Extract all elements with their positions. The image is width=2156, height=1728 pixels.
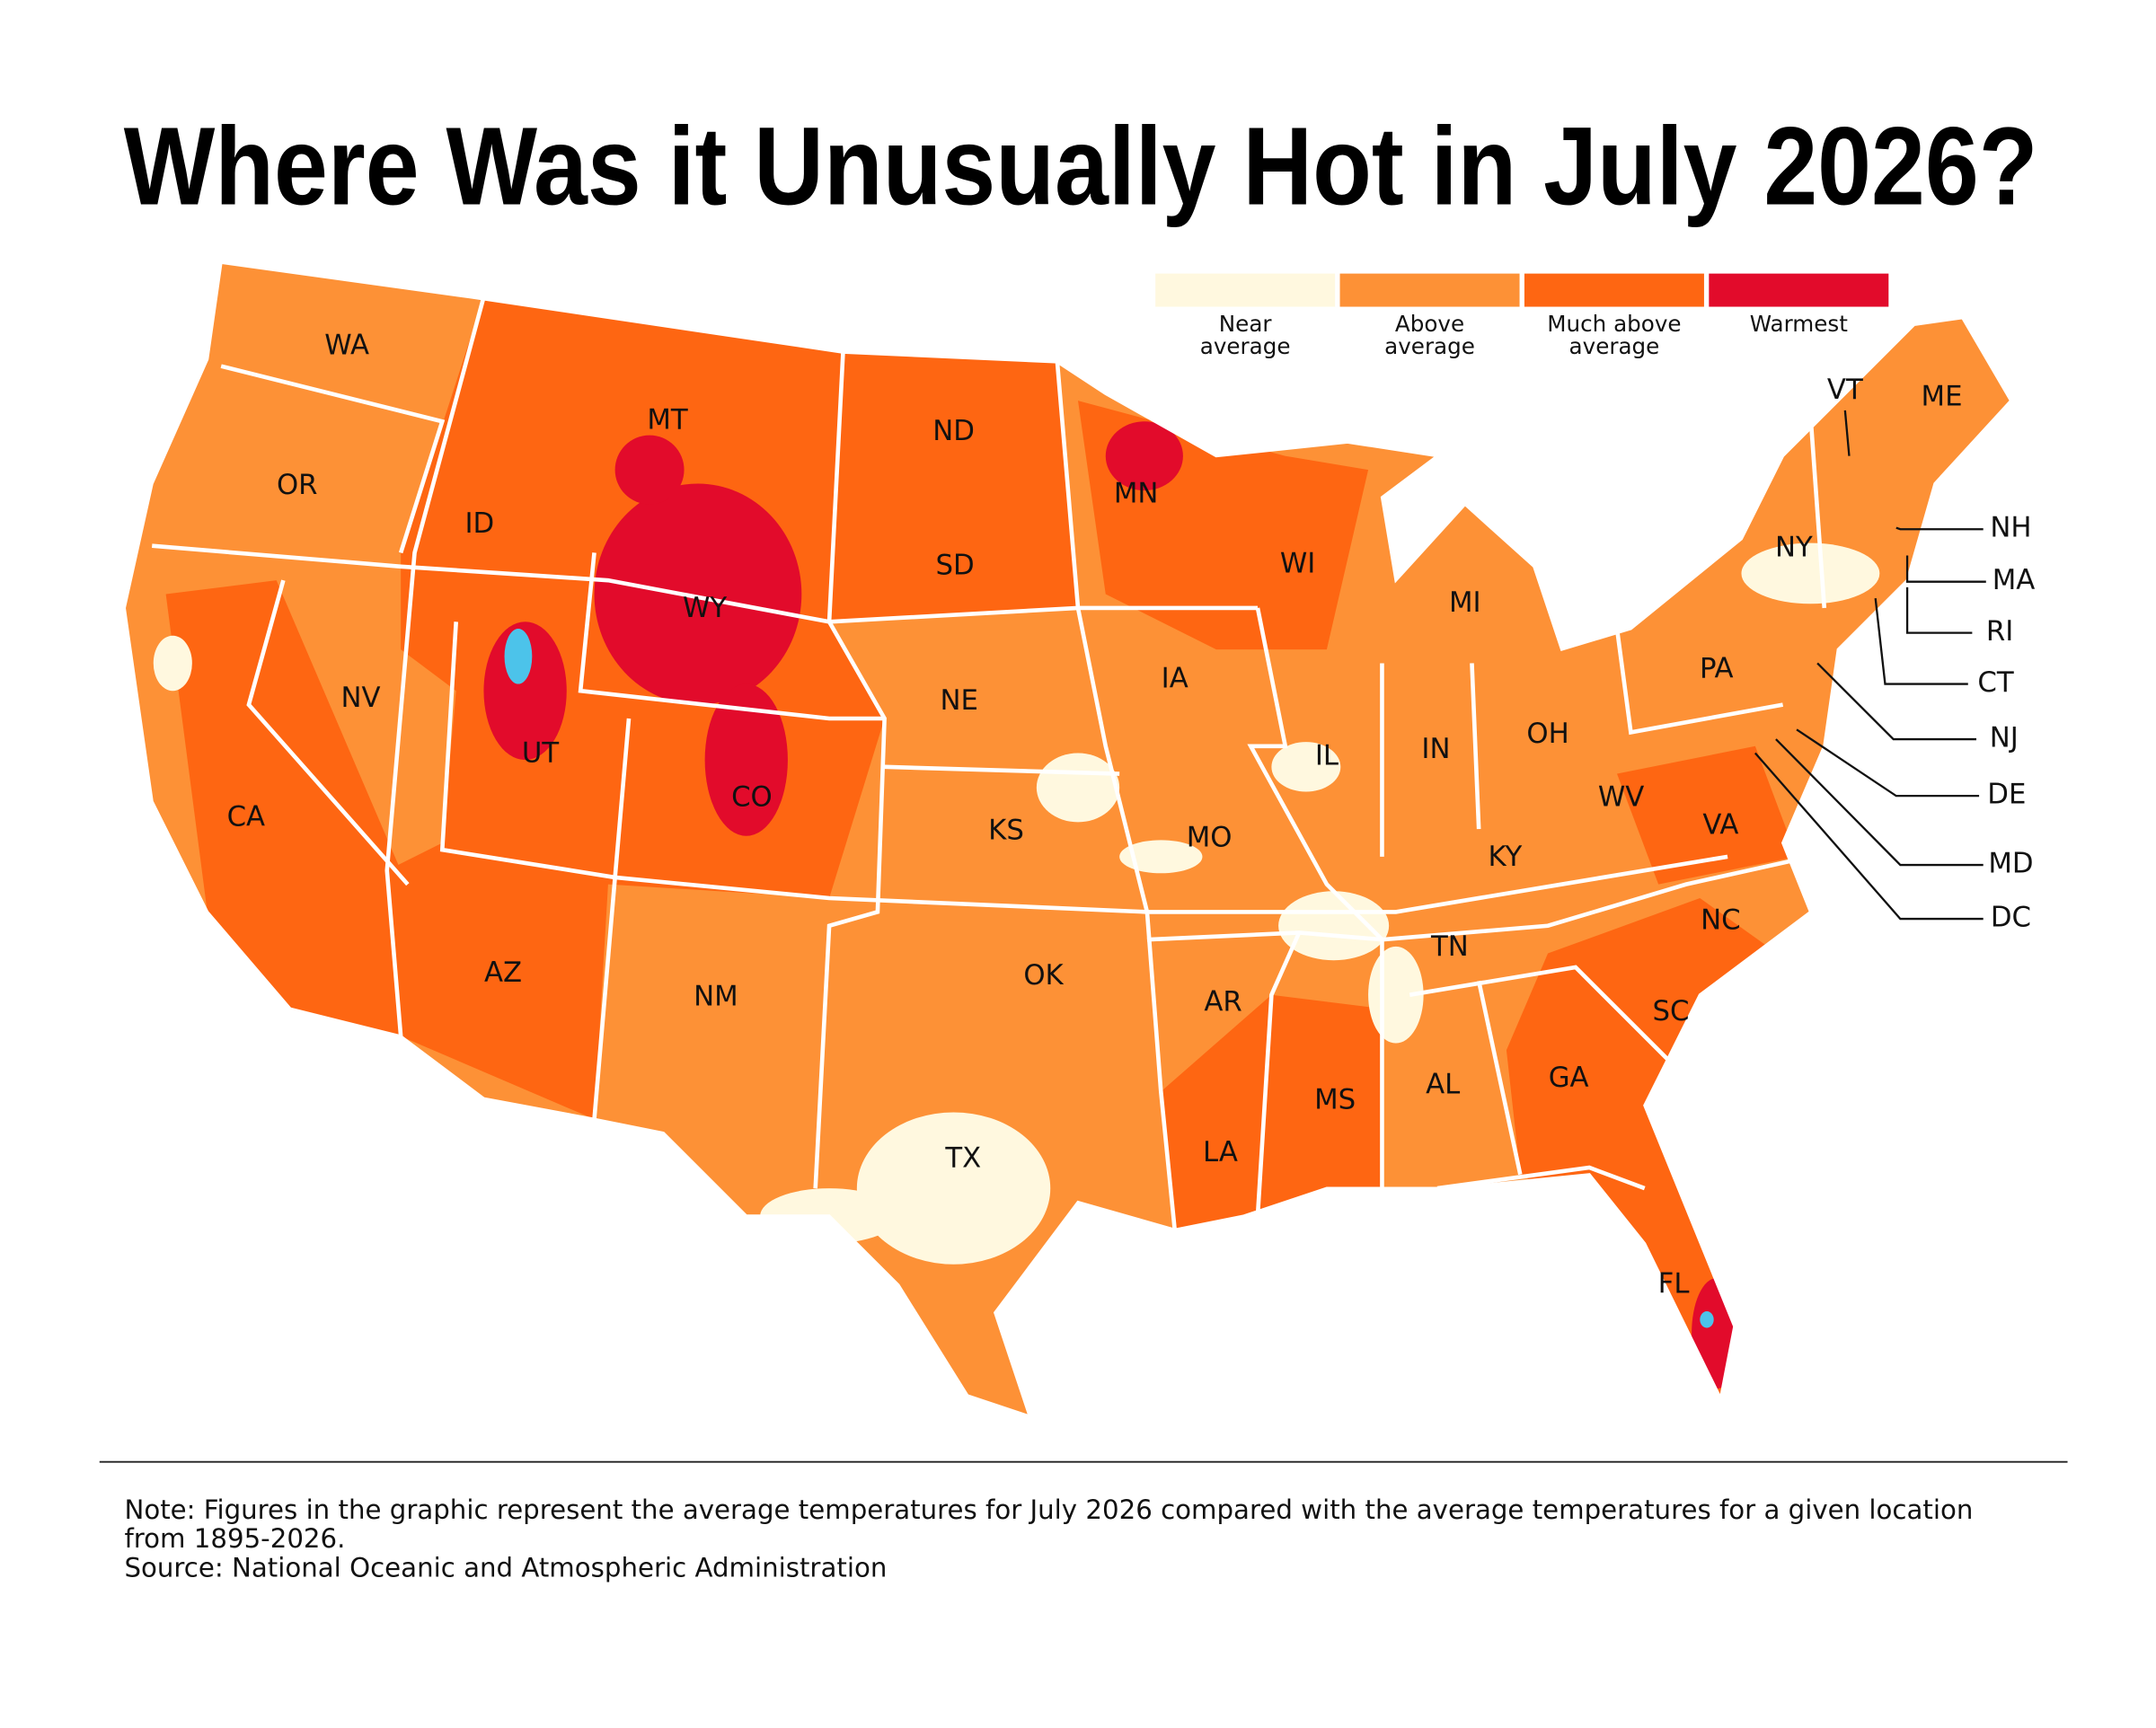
- state-label: PA: [1700, 653, 1734, 685]
- warmest-area: [594, 483, 802, 705]
- state-label: NC: [1701, 904, 1740, 937]
- state-label: WI: [1280, 548, 1315, 580]
- lake: [1700, 1311, 1714, 1328]
- leader-line: [1754, 752, 1984, 921]
- much-above-area: [829, 352, 1078, 622]
- state-label: MN: [1114, 477, 1159, 509]
- state-labels: WA OR CA NV ID MT WY UT CO AZ NM ND SD NE KS OK TX MN IA MO…: [227, 330, 2036, 1300]
- state-label: NJ: [1990, 722, 2019, 754]
- state-label: TN: [1430, 930, 1469, 963]
- title: Where Was it Unusually Hot in July 2026?: [124, 106, 2038, 229]
- state-borders: [152, 296, 1827, 1230]
- state-label: OK: [1023, 959, 1064, 992]
- state-label: MA: [1993, 564, 2036, 596]
- state-label: NM: [694, 980, 738, 1012]
- leader-line: [1895, 526, 1984, 531]
- state-label: ID: [464, 507, 494, 540]
- state-label: FL: [1658, 1267, 1690, 1300]
- leader-line: [1775, 738, 1984, 867]
- near-average-area: [1036, 753, 1120, 823]
- state-label: OH: [1526, 718, 1568, 750]
- state-label: AZ: [484, 957, 522, 989]
- near-average-area: [1278, 891, 1390, 961]
- state-label: ME: [1922, 381, 1963, 413]
- state-label: IA: [1162, 662, 1188, 694]
- state-label: WA: [324, 330, 369, 362]
- legend-swatch: [1155, 273, 1336, 307]
- near-average-area: [153, 635, 192, 692]
- state-label: UT: [522, 736, 560, 769]
- state-label: MT: [647, 404, 688, 436]
- legend-label: Above average: [1384, 311, 1475, 359]
- state-label: LA: [1203, 1136, 1238, 1168]
- state-label: VT: [1827, 374, 1863, 406]
- state-label: KY: [1488, 841, 1522, 873]
- state-label: NY: [1775, 531, 1813, 563]
- much-above-area: [386, 296, 885, 1120]
- legend-swatch: [1524, 273, 1704, 307]
- state-label: RI: [1986, 615, 2013, 648]
- legend-label: Much above average: [1547, 311, 1681, 359]
- state-label: NH: [1990, 512, 2031, 544]
- state-label: NV: [341, 682, 381, 714]
- state-label: TX: [944, 1142, 981, 1174]
- state-label: CO: [731, 781, 773, 814]
- state-label: IN: [1421, 733, 1450, 765]
- state-label: CT: [1977, 666, 2013, 699]
- footnote-text: Note: Figures in the graphic represent t…: [124, 1496, 1976, 1583]
- leader-line: [1816, 662, 1976, 741]
- state-label: OR: [277, 469, 318, 501]
- legend-label: Near average: [1200, 311, 1291, 359]
- state-label: MI: [1449, 586, 1481, 619]
- leader-line: [1874, 598, 1968, 685]
- much-above-area: [165, 580, 402, 1036]
- state-label: AR: [1204, 985, 1241, 1018]
- state-label: MS: [1314, 1084, 1356, 1116]
- source: Source: National Oceanic and Atmospheric…: [124, 1553, 888, 1584]
- leader-line: [1905, 586, 1973, 634]
- leader-line: [1796, 728, 1980, 798]
- near-average-area: [1271, 742, 1341, 792]
- lake: [504, 629, 533, 684]
- near-average-area: [1741, 542, 1880, 604]
- state-label: CA: [227, 800, 266, 833]
- near-average-area: [1119, 840, 1203, 874]
- legend: Near average Above average Much above average…: [1155, 273, 1889, 359]
- warmest-area: [1105, 421, 1183, 491]
- much-above-area: [1617, 745, 1797, 885]
- state-label: SD: [935, 549, 974, 581]
- footnote: Note: Figures in the graphic represent t…: [124, 1496, 1976, 1583]
- leader-line: [1843, 410, 1851, 456]
- state-label: VA: [1702, 808, 1738, 841]
- warmest-area: [614, 435, 685, 505]
- state-label: SC: [1652, 995, 1689, 1027]
- much-above-area: [1161, 994, 1383, 1230]
- near-average-area: [856, 1112, 1051, 1265]
- state-label: ND: [932, 415, 975, 447]
- state-label: DE: [1987, 779, 2026, 811]
- state-label: NE: [940, 684, 977, 717]
- leader-line: [1905, 555, 1986, 583]
- state-label: WY: [683, 592, 727, 624]
- state-label: MD: [1988, 848, 2033, 880]
- warmest-area: [704, 683, 788, 836]
- state-label: IL: [1315, 740, 1339, 772]
- state-label: AL: [1426, 1069, 1460, 1101]
- legend-label: Warmest: [1750, 311, 1848, 337]
- state-label: MO: [1187, 821, 1233, 853]
- state-label: KS: [988, 815, 1024, 847]
- note: Note: Figures in the graphic represent t…: [124, 1496, 1974, 1555]
- legend-swatch: [1339, 273, 1520, 307]
- state-label: WV: [1598, 781, 1644, 814]
- state-label: DC: [1991, 902, 2031, 934]
- legend-swatch: [1709, 273, 1889, 307]
- state-label: GA: [1549, 1062, 1589, 1094]
